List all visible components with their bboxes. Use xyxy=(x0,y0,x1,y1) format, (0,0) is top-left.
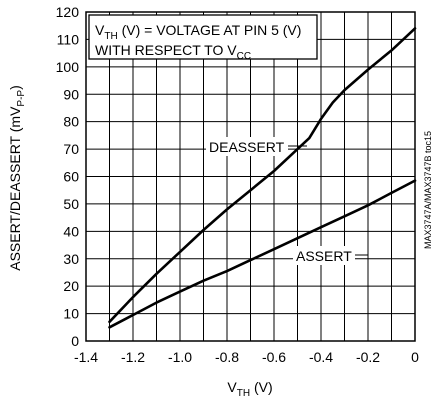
deassert-series-label: DEASSERT xyxy=(209,139,285,155)
x-tick-label: -0.2 xyxy=(356,349,380,365)
series-group xyxy=(108,27,417,329)
y-tick-label: 20 xyxy=(63,278,79,294)
grid-lines xyxy=(86,12,415,341)
y-tick-label: 0 xyxy=(71,333,79,349)
y-tick-label: 90 xyxy=(63,86,79,102)
legend-note-box: VTH (V) = VOLTAGE AT PIN 5 (V) WITH RESP… xyxy=(88,14,318,62)
x-tick-label: -1.0 xyxy=(168,349,192,365)
deassert-label-group: DEASSERT xyxy=(206,137,288,156)
side-label: MAX3747A/MAX3747B toc15 xyxy=(423,131,433,249)
y-tick-label: 70 xyxy=(63,141,79,157)
y-tick-label: 50 xyxy=(63,196,79,212)
legend-note-line1: VTH (V) = VOLTAGE AT PIN 5 (V) xyxy=(95,22,301,42)
plot-frame xyxy=(85,11,416,342)
y-tick-label: 60 xyxy=(63,169,79,185)
y-axis-label: ASSERT/DEASSERT (mVP-P) xyxy=(7,85,27,271)
assert-label-group: ASSERT xyxy=(293,246,355,265)
y-tick-label: 80 xyxy=(63,114,79,130)
axis-labels: VTH (V) ASSERT/DEASSERT (mVP-P) xyxy=(7,85,273,399)
deassert-label-bg xyxy=(206,137,288,156)
y-tick-label: 40 xyxy=(63,223,79,239)
tick-labels: 0 10 20 30 40 50 60 70 80 90 100 110 120 -1.4 -1.2 -1.0… xyxy=(56,4,419,365)
x-tick-label: 0 xyxy=(411,349,419,365)
x-tick-label: -0.8 xyxy=(215,349,239,365)
y-tick-label: 30 xyxy=(63,251,79,267)
y-tick-label: 120 xyxy=(56,4,80,20)
x-axis-label: VTH (V) xyxy=(227,379,272,399)
series-line-deassert xyxy=(108,27,417,324)
y-tick-label: 110 xyxy=(57,31,80,47)
series-line-assert xyxy=(108,179,417,329)
x-tick-label: -0.6 xyxy=(262,349,286,365)
x-tick-label: -0.4 xyxy=(309,349,333,365)
x-tick-label: -1.2 xyxy=(121,349,145,365)
legend-note-line2: WITH RESPECT TO VCC xyxy=(95,42,251,62)
assert-label-bg xyxy=(293,246,355,265)
x-tick-label: -1.4 xyxy=(74,349,98,365)
legend-note-frame xyxy=(88,14,318,60)
annotations: VTH (V) = VOLTAGE AT PIN 5 (V) WITH RESP… xyxy=(88,14,433,265)
assert-series-label: ASSERT xyxy=(296,248,352,264)
y-tick-label: 100 xyxy=(56,59,80,75)
y-tick-label: 10 xyxy=(63,306,79,322)
